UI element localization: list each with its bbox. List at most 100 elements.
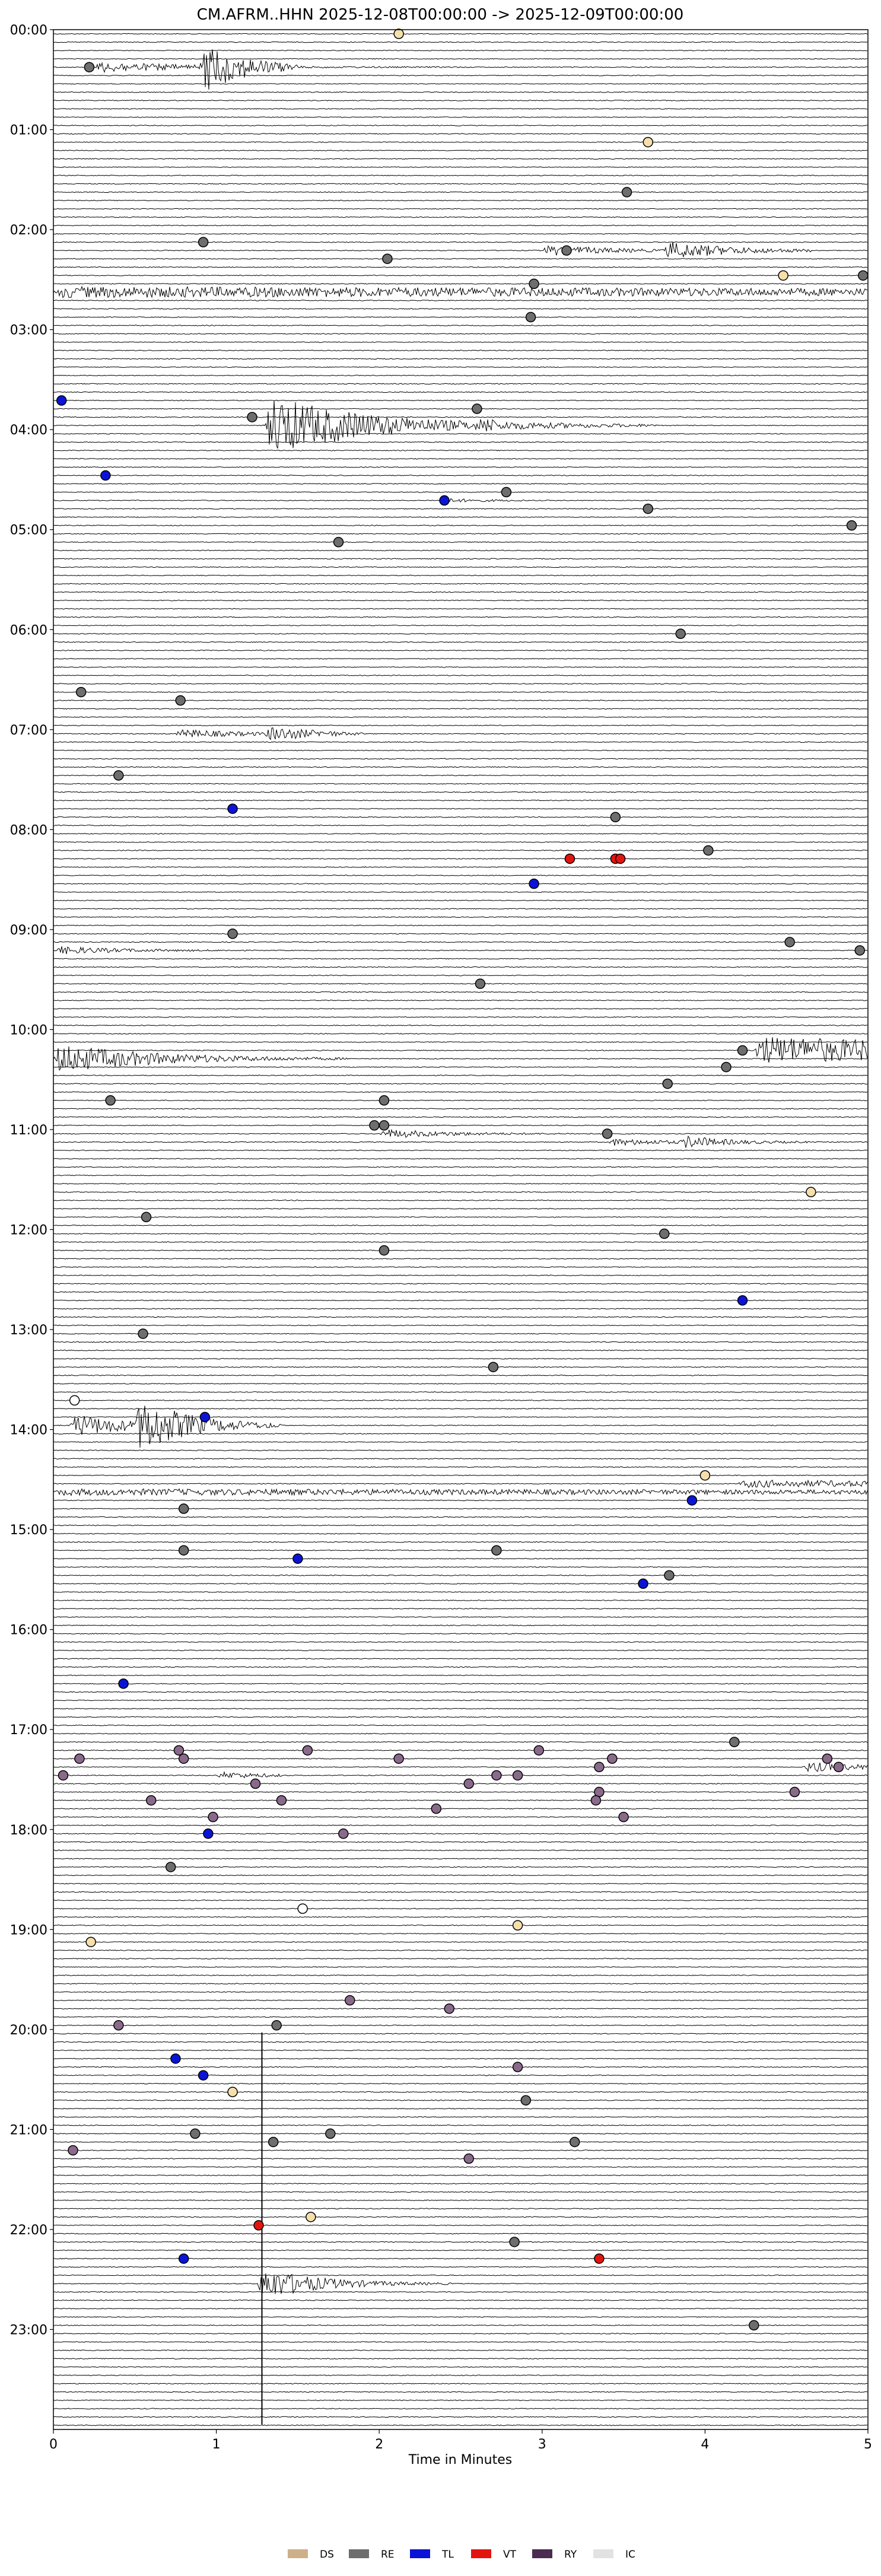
trace-line bbox=[53, 1375, 868, 1376]
event-marker bbox=[306, 2212, 316, 2222]
event-marker bbox=[602, 1128, 613, 1139]
event-marker bbox=[58, 1770, 69, 1781]
event-markers bbox=[56, 28, 869, 2331]
legend-label: RY bbox=[564, 2549, 577, 2561]
y-tick-label: 00:00 bbox=[10, 23, 47, 38]
trace-line bbox=[53, 1771, 868, 1779]
event-marker bbox=[297, 1903, 308, 1914]
trace-line bbox=[53, 727, 868, 740]
trace-line bbox=[53, 333, 868, 335]
trace-line bbox=[53, 1488, 868, 1497]
event-marker bbox=[610, 812, 621, 823]
event-marker bbox=[463, 2153, 474, 2164]
event-marker bbox=[491, 1770, 502, 1781]
legend-swatch bbox=[349, 2549, 369, 2558]
y-tick-label: 06:00 bbox=[10, 623, 47, 638]
event-marker bbox=[512, 1770, 523, 1781]
trace-line bbox=[53, 583, 868, 585]
y-tick-label: 01:00 bbox=[10, 123, 47, 138]
trace-line bbox=[53, 2358, 868, 2359]
trace-line bbox=[53, 1924, 868, 1926]
trace-line bbox=[53, 1249, 868, 1251]
event-marker bbox=[638, 1578, 648, 1589]
y-tick-label: 03:00 bbox=[10, 323, 47, 338]
trace-line bbox=[53, 100, 868, 101]
trace-line bbox=[53, 2266, 868, 2268]
event-marker bbox=[68, 2145, 78, 2156]
trace-line bbox=[53, 2216, 868, 2218]
trace-line bbox=[53, 883, 868, 885]
event-marker bbox=[475, 978, 486, 989]
trace-line bbox=[53, 791, 868, 793]
event-marker bbox=[846, 520, 857, 531]
event-marker bbox=[729, 1737, 740, 1748]
y-tick-label: 02:00 bbox=[10, 223, 47, 238]
trace-line bbox=[53, 2208, 868, 2210]
legend-swatch bbox=[593, 2549, 613, 2558]
trace-line bbox=[53, 2333, 868, 2335]
trace-lines bbox=[53, 33, 868, 2426]
event-marker bbox=[806, 1187, 816, 1198]
event-marker bbox=[501, 486, 512, 498]
legend-label: VT bbox=[503, 2549, 517, 2561]
trace-line bbox=[53, 1599, 868, 1601]
x-tick-label: 1 bbox=[212, 2437, 221, 2452]
event-marker bbox=[382, 253, 393, 264]
x-tick-label: 5 bbox=[864, 2437, 872, 2452]
event-marker bbox=[833, 1761, 844, 1773]
trace-line bbox=[53, 1449, 868, 1451]
trace-line bbox=[53, 1274, 868, 1277]
event-marker bbox=[379, 1245, 390, 1256]
trace-line bbox=[53, 2308, 868, 2310]
trace-line bbox=[53, 1608, 868, 1610]
event-marker bbox=[227, 928, 238, 939]
trace-line bbox=[53, 1750, 868, 1751]
event-marker bbox=[198, 2070, 209, 2081]
event-marker bbox=[250, 1778, 261, 1789]
event-marker bbox=[858, 270, 869, 281]
trace-line bbox=[53, 549, 868, 552]
trace-line bbox=[53, 724, 868, 727]
trace-line bbox=[53, 2066, 868, 2068]
event-marker bbox=[737, 1045, 748, 1056]
trace-line bbox=[53, 1583, 868, 1585]
legend-label: IC bbox=[625, 2549, 635, 2561]
event-marker bbox=[703, 845, 714, 856]
legend: DS RE TL VT RY IC bbox=[288, 2549, 635, 2561]
x-tick-label: 4 bbox=[701, 2437, 709, 2452]
event-marker bbox=[170, 2053, 181, 2064]
legend-label: TL bbox=[441, 2549, 454, 2561]
trace-line bbox=[53, 1958, 868, 1960]
event-marker bbox=[56, 395, 67, 406]
y-tick-label: 10:00 bbox=[10, 1023, 47, 1038]
y-axis-ticks: 00:00 01:00 02:00 03:00 04:00 05:00 06:00 07:00… bbox=[10, 23, 53, 2338]
trace-line bbox=[53, 1882, 868, 1885]
trace-line bbox=[53, 1624, 868, 1626]
trace-line bbox=[53, 441, 868, 443]
event-marker bbox=[85, 1936, 96, 1948]
event-marker bbox=[325, 2128, 336, 2139]
trace-line bbox=[53, 125, 868, 126]
event-marker bbox=[393, 28, 404, 39]
event-marker bbox=[146, 1795, 157, 1806]
trace-line bbox=[53, 1458, 868, 1460]
legend-label: RE bbox=[381, 2549, 395, 2561]
x-tick-label: 0 bbox=[49, 2437, 58, 2452]
event-marker bbox=[512, 1920, 523, 1931]
trace-line bbox=[53, 1532, 868, 1535]
event-marker bbox=[488, 1362, 499, 1372]
event-marker bbox=[699, 1470, 711, 1481]
trace-line bbox=[53, 1999, 868, 2001]
event-marker bbox=[227, 803, 238, 814]
y-tick-label: 12:00 bbox=[10, 1223, 47, 1238]
trace-line bbox=[53, 1128, 868, 1138]
event-marker bbox=[141, 1211, 152, 1223]
y-tick-label: 18:00 bbox=[10, 1823, 47, 1838]
y-tick-label: 19:00 bbox=[10, 1923, 47, 1938]
trace-line bbox=[53, 383, 868, 385]
trace-line bbox=[53, 1258, 868, 1260]
trace-line bbox=[53, 208, 868, 210]
trace-line bbox=[53, 1658, 868, 1660]
trace-line bbox=[53, 2149, 868, 2151]
trace-line bbox=[53, 2099, 868, 2101]
